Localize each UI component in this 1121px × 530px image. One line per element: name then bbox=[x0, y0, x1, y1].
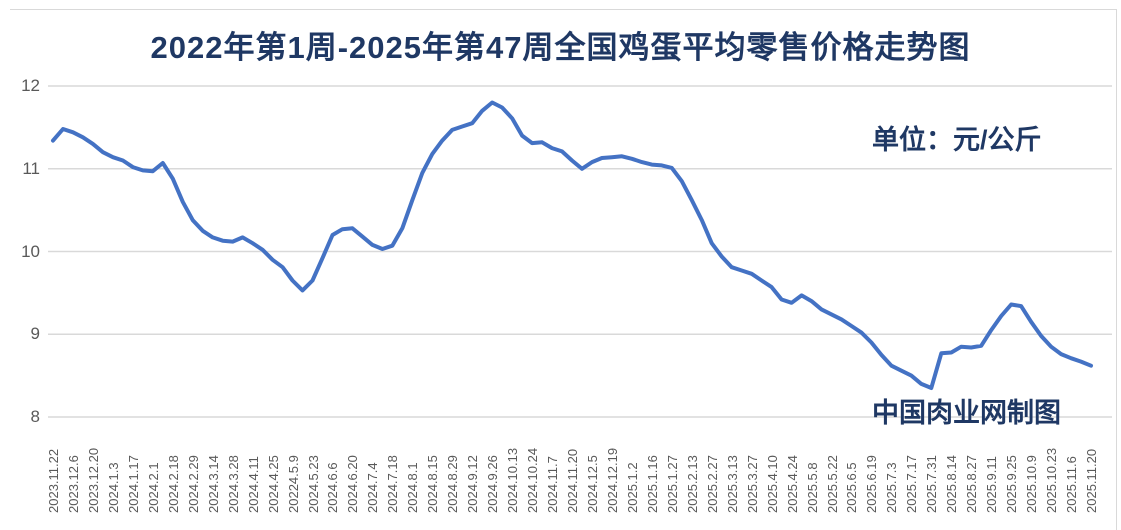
y-axis-tick-label: 8 bbox=[30, 407, 40, 426]
x-axis-tick-label: 2024.3.28 bbox=[225, 455, 241, 513]
x-axis-tick-label: 2025.9.11 bbox=[984, 456, 1000, 513]
x-axis-tick-label: 2025.1.2 bbox=[624, 462, 640, 513]
unit-label: 单位：元/公斤 bbox=[872, 125, 1042, 155]
y-axis-tick-label: 9 bbox=[30, 324, 40, 344]
x-axis-tick-label: 2023.12.20 bbox=[85, 447, 101, 513]
top-border-line bbox=[10, 9, 1116, 10]
x-axis-tick-label: 2023.11.22 bbox=[46, 448, 61, 513]
x-axis-tick-label: 2024.4.11 bbox=[245, 456, 261, 513]
x-axis-tick-label: 2025.10.9 bbox=[1024, 455, 1040, 513]
x-axis-tick-label: 2025.7.31 bbox=[924, 455, 940, 513]
x-axis-tick-label: 2025.2.27 bbox=[704, 455, 720, 513]
x-axis-tick-label: 2025.3.27 bbox=[744, 455, 760, 513]
x-axis-tick-label: 2025.11.6 bbox=[1064, 456, 1080, 513]
y-axis-tick-label: 11 bbox=[22, 158, 40, 178]
x-axis-tick-label: 2024.10.13 bbox=[505, 447, 521, 513]
x-axis-tick-label: 20224.5.9 bbox=[285, 455, 301, 513]
x-axis-tick-label: 2025.1.16 bbox=[644, 455, 660, 513]
x-axis-tick-label: 2024.7.18 bbox=[385, 455, 401, 513]
x-axis-tick-label: 2024.2.29 bbox=[185, 455, 201, 513]
x-axis-tick-label: 2024.10.24 bbox=[525, 447, 541, 513]
x-axis-tick-label: 2024.12.19 bbox=[604, 447, 620, 513]
x-axis-tick-label: 2024.9.12 bbox=[465, 455, 481, 513]
x-axis-tick-label: 2025.7.3 bbox=[884, 462, 900, 513]
x-axis-tick-label: 2025.10.23 bbox=[1044, 447, 1060, 513]
x-axis-tick-label: 2024.11.7 bbox=[545, 456, 561, 513]
x-axis-tick-label: 2025.4.24 bbox=[784, 455, 800, 513]
x-axis-tick-label: 2024.12.5 bbox=[584, 455, 600, 513]
x-axis-tick-label: 2024.5.23 bbox=[305, 455, 321, 513]
x-axis-tick-label: 2024.1.17 bbox=[125, 455, 141, 513]
watermark: 中国肉业网制图 bbox=[872, 398, 1061, 428]
chart-title: 2022年第1周-2025年第47周全国鸡蛋平均零售价格走势图 bbox=[150, 30, 971, 65]
x-axis-tick-label: 2025.5.8 bbox=[804, 462, 820, 513]
x-axis-tick-label: 2023.12.6 bbox=[65, 455, 81, 513]
price-series-line bbox=[51, 100, 1093, 390]
x-axis-tick-label: 2024.8.15 bbox=[425, 455, 441, 513]
x-axis-tick-label: 2024.2.1 bbox=[145, 462, 161, 513]
x-axis-tick-label: 2024.4.25 bbox=[265, 455, 281, 513]
x-axis-tick-label: 2025.4.10 bbox=[764, 455, 780, 513]
x-axis-tick-label: 2025.11.20 bbox=[1084, 448, 1099, 513]
x-axis-tick-label: 2024.9.26 bbox=[485, 455, 501, 513]
x-axis-tick-label: 2024.3.14 bbox=[205, 455, 221, 513]
x-axis-tick-label: 2025.3.13 bbox=[724, 455, 740, 513]
x-axis-tick-label: 2025.8.14 bbox=[944, 455, 960, 513]
y-axis-tick-label: 10 bbox=[21, 241, 40, 261]
x-axis-tick-label: 2024.6.6 bbox=[325, 462, 341, 513]
x-axis-tick-label: 2024.6.20 bbox=[345, 455, 361, 513]
x-axis-tick-label: 2025.6.19 bbox=[864, 455, 880, 513]
x-axis-tick-label: 2024.8.1 bbox=[405, 462, 421, 513]
x-axis-tick-label: 2024.2.18 bbox=[165, 455, 181, 513]
x-axis-tick-label: 2024.11.20 bbox=[565, 448, 580, 513]
x-axis-tick-label: 2024.7.4 bbox=[365, 462, 381, 513]
x-axis-tick-label: 2025.9.25 bbox=[1004, 455, 1020, 513]
x-axis-tick-label: 2025.5.22 bbox=[824, 455, 840, 513]
x-axis-tick-label: 2025.2.13 bbox=[684, 455, 700, 513]
x-axis-tick-label: 2024.1.3 bbox=[105, 462, 121, 513]
x-axis-tick-label: 2025.8.27 bbox=[964, 455, 980, 513]
y-axis-tick-label: 12 bbox=[21, 76, 40, 95]
x-axis-tick-label: 2024.8.29 bbox=[445, 455, 461, 513]
x-axis-tick-label: 2025.7.17 bbox=[904, 455, 920, 513]
x-axis-tick-label: 2025.1.27 bbox=[664, 455, 680, 513]
x-axis-tick-label: 2025.6.5 bbox=[844, 462, 860, 513]
right-border-line bbox=[1116, 9, 1117, 530]
